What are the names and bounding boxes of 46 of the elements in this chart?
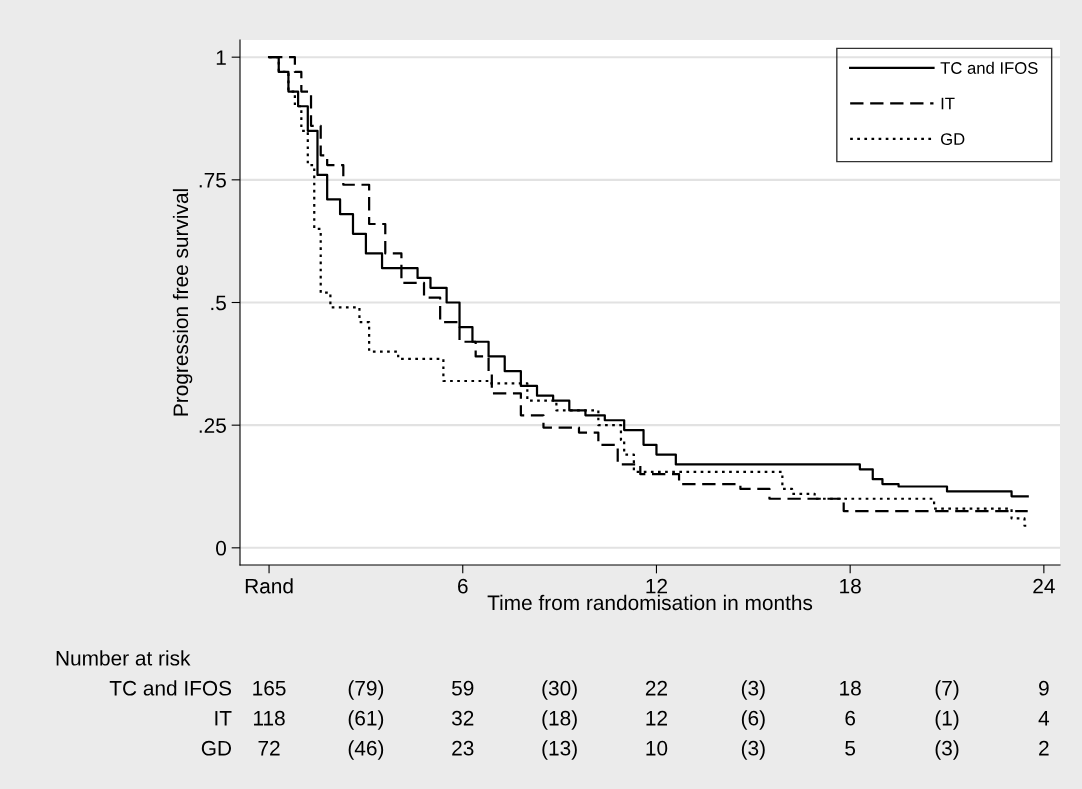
y-tick-label: .75 <box>199 173 226 188</box>
x-tick-label: 12 <box>646 578 667 594</box>
text: 165 <box>253 680 286 696</box>
text: 4 <box>1038 711 1050 726</box>
y-tick-label: 0 <box>216 540 226 556</box>
text: (7) <box>935 680 959 700</box>
text: (3) <box>741 740 765 760</box>
text: 32 <box>451 710 474 726</box>
text: 59 <box>452 680 474 696</box>
text: Number at risk <box>56 650 191 666</box>
legend-label: IT <box>941 97 955 110</box>
text: (18) <box>542 710 577 730</box>
text: (30) <box>542 680 577 700</box>
text: (3) <box>741 680 765 700</box>
text: IT <box>215 711 232 726</box>
text: 12 <box>646 710 667 726</box>
text: GD <box>201 740 231 756</box>
text: TC and IFOS <box>109 680 232 696</box>
x-axis-title: Time from randomisation in months <box>487 594 813 611</box>
y-tick-label: .5 <box>211 295 226 311</box>
text: (46) <box>348 740 384 760</box>
text: 22 <box>645 680 667 696</box>
y-tick-label: 1 <box>216 50 226 65</box>
text: 5 <box>845 741 856 756</box>
text: 18 <box>840 680 861 696</box>
y-axis-title: Progression free survival <box>172 189 193 416</box>
text: 9 <box>1039 680 1049 696</box>
x-tick-label: Rand <box>245 578 293 594</box>
text: 6 <box>845 710 856 726</box>
y-tick-label: .25 <box>199 418 226 433</box>
text: 118 <box>254 710 285 726</box>
text: 10 <box>646 740 668 756</box>
legend-label: TC and IFOS <box>940 61 1038 74</box>
text: 2 <box>1039 740 1049 756</box>
text: 72 <box>258 740 280 756</box>
text: (1) <box>935 710 959 730</box>
x-tick-label: 6 <box>458 578 468 594</box>
x-tick-label: 18 <box>840 578 861 594</box>
x-tick-label: 24 <box>1033 578 1055 594</box>
text: (79) <box>348 680 384 700</box>
text: (6) <box>741 710 765 730</box>
text: (61) <box>348 710 384 730</box>
text: (13) <box>542 740 577 760</box>
legend-label: GD <box>941 133 965 145</box>
text: 23 <box>452 740 474 756</box>
text: (3) <box>935 740 959 760</box>
